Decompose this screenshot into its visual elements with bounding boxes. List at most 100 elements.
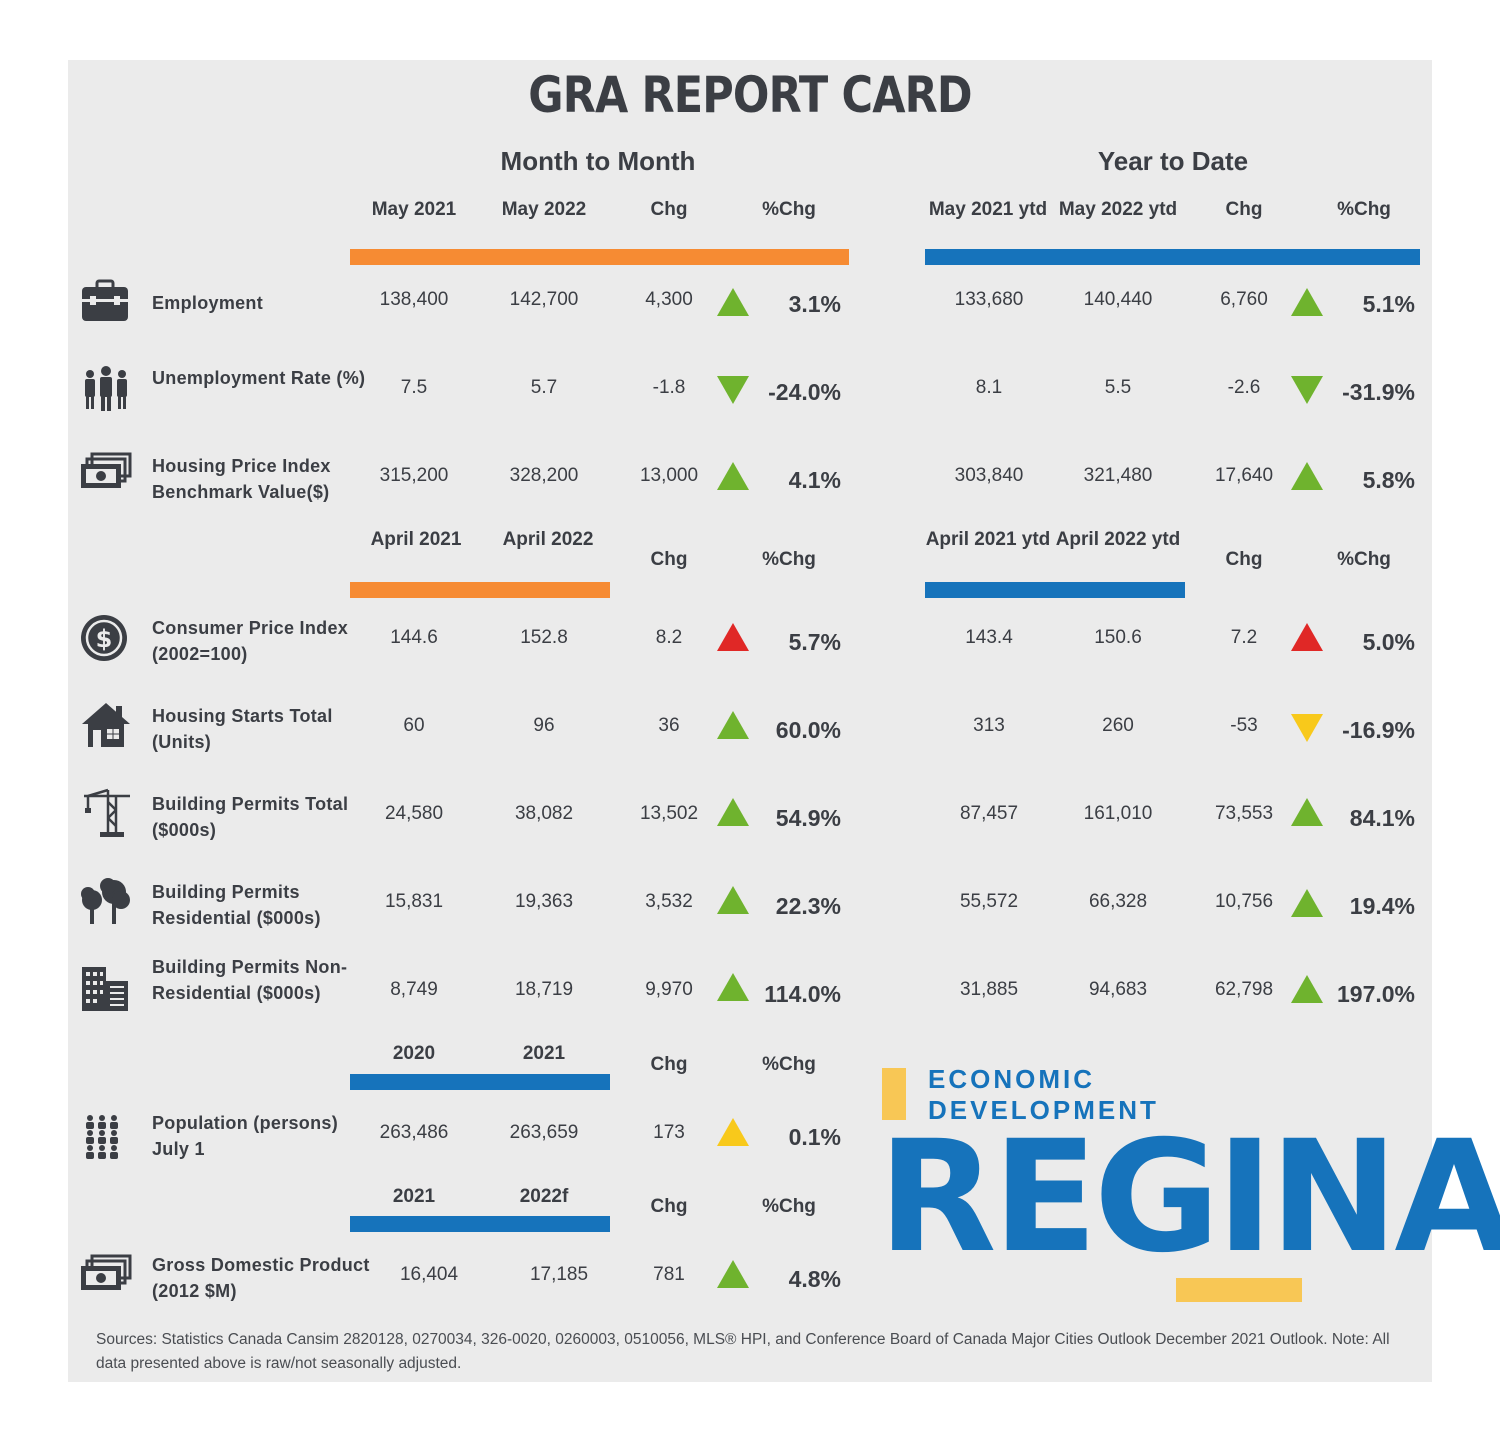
value-cell: 260 (1102, 715, 1134, 736)
dollar-coin-icon: $ (78, 613, 134, 663)
pct-cell: 3.1% (788, 291, 841, 317)
up-arrow-icon (717, 798, 749, 826)
value-cell: 313 (973, 715, 1005, 736)
pct-cell: 5.8% (1362, 467, 1415, 493)
up-arrow-icon (717, 886, 749, 914)
logo-accent-bar (882, 1068, 906, 1120)
value-cell: 303,840 (954, 465, 1024, 486)
change-cell: 36 (658, 715, 680, 736)
col-header: May 2022 (501, 199, 587, 220)
page-title: GRA REPORT CARD (528, 66, 972, 124)
value-cell: 18,719 (514, 979, 574, 1000)
up-arrow-icon (1291, 462, 1323, 490)
col-header: May 2021 ytd (928, 199, 1048, 220)
value-cell: 87,457 (959, 803, 1019, 824)
pct-cell: 0.1% (788, 1124, 841, 1150)
section-year-to-date: Year to Date (1097, 146, 1249, 176)
row-label: Building Permits Residential ($000s) (152, 882, 321, 928)
col-header: 2022f (519, 1186, 569, 1207)
header-bar-orange (350, 582, 610, 598)
population-icon (78, 1110, 134, 1160)
up-arrow-icon (1291, 798, 1323, 826)
down-arrow-icon (717, 376, 749, 404)
value-cell: 321,480 (1083, 465, 1153, 486)
header-bar-blue (925, 249, 1420, 265)
value-cell: 150.6 (1094, 627, 1142, 648)
value-cell: 38,082 (514, 803, 574, 824)
sources-note: Sources: Statistics Canada Cansim 282012… (96, 1331, 1390, 1372)
up-arrow-icon (1291, 288, 1323, 316)
up-arrow-red-icon (1291, 623, 1323, 651)
col-header: May 2021 (371, 199, 457, 220)
row-label: Housing Price Index Benchmark Value($) (152, 456, 331, 502)
row-label: Building Permits Total ($000s) (152, 794, 349, 840)
change-cell: -53 (1230, 715, 1258, 736)
up-arrow-icon (1291, 889, 1323, 917)
col-header: Chg (650, 1054, 688, 1075)
change-cell: 8.2 (655, 627, 683, 648)
house-icon (78, 700, 134, 750)
value-cell: 328,200 (509, 465, 579, 486)
buildings-icon (78, 963, 134, 1013)
change-cell: 7.2 (1230, 627, 1258, 648)
pct-cell: 19.4% (1349, 893, 1415, 919)
up-arrow-red-icon (717, 623, 749, 651)
logo-line2: DEVELOPMENT (928, 1095, 1159, 1125)
value-cell: 263,659 (509, 1122, 579, 1143)
pct-cell: 5.7% (788, 629, 841, 655)
up-arrow-icon (717, 1260, 749, 1288)
col-header: May 2022 ytd (1058, 199, 1178, 220)
value-cell: 17,185 (529, 1264, 589, 1285)
pct-cell: 54.9% (775, 805, 841, 831)
col-header: April 2022 (502, 529, 594, 550)
col-header: April 2021 (370, 529, 462, 550)
people-icon (78, 365, 134, 415)
change-cell: -1.8 (652, 377, 686, 398)
value-cell: 5.7 (530, 377, 558, 398)
row-label: Population (persons) July 1 (152, 1113, 338, 1159)
value-cell: 31,885 (959, 979, 1019, 1000)
pct-cell: -31.9% (1342, 379, 1415, 405)
value-cell: 315,200 (379, 465, 449, 486)
value-cell: 55,572 (959, 891, 1019, 912)
value-cell: 19,363 (514, 891, 574, 912)
briefcase-icon (78, 277, 134, 327)
pct-cell: 4.1% (788, 467, 841, 493)
pct-cell: 197.0% (1336, 981, 1415, 1007)
logo-line1: ECONOMIC (928, 1064, 1095, 1094)
value-cell: 142,700 (509, 289, 579, 310)
value-cell: 94,683 (1088, 979, 1148, 1000)
trees-icon (78, 876, 134, 926)
up-arrow-icon (1291, 975, 1323, 1003)
value-cell: 96 (533, 715, 555, 736)
col-header: April 2021 ytd (925, 529, 1051, 550)
col-header: %Chg (1337, 549, 1391, 570)
money-icon (78, 1252, 134, 1302)
value-cell: 144.6 (390, 627, 438, 648)
pct-cell: -16.9% (1342, 717, 1415, 743)
row-label: Unemployment Rate (%) (152, 368, 366, 388)
value-cell: 66,328 (1088, 891, 1148, 912)
crane-icon (78, 788, 134, 838)
down-arrow-yellow-icon (1291, 714, 1323, 742)
value-cell: 16,404 (399, 1264, 459, 1285)
down-arrow-icon (1291, 376, 1323, 404)
col-header: Chg (1225, 549, 1263, 570)
svg-text:$: $ (96, 625, 113, 653)
col-header: %Chg (762, 549, 816, 570)
value-cell: 152.8 (520, 627, 568, 648)
logo-underline-bar (1176, 1278, 1302, 1302)
change-cell: 13,502 (639, 803, 699, 824)
value-cell: 138,400 (379, 289, 449, 310)
header-bar-blue (350, 1216, 610, 1232)
change-cell: 13,000 (639, 465, 699, 486)
col-header: April 2022 ytd (1055, 529, 1181, 550)
col-header: 2020 (392, 1043, 436, 1064)
value-cell: 263,486 (379, 1122, 449, 1143)
up-arrow-icon (717, 462, 749, 490)
pct-cell: 5.1% (1362, 291, 1415, 317)
header-bar-orange (350, 249, 849, 265)
pct-cell: 22.3% (775, 893, 841, 919)
pct-cell: 5.0% (1362, 629, 1415, 655)
section-month-to-month: Month to Month (500, 146, 696, 176)
